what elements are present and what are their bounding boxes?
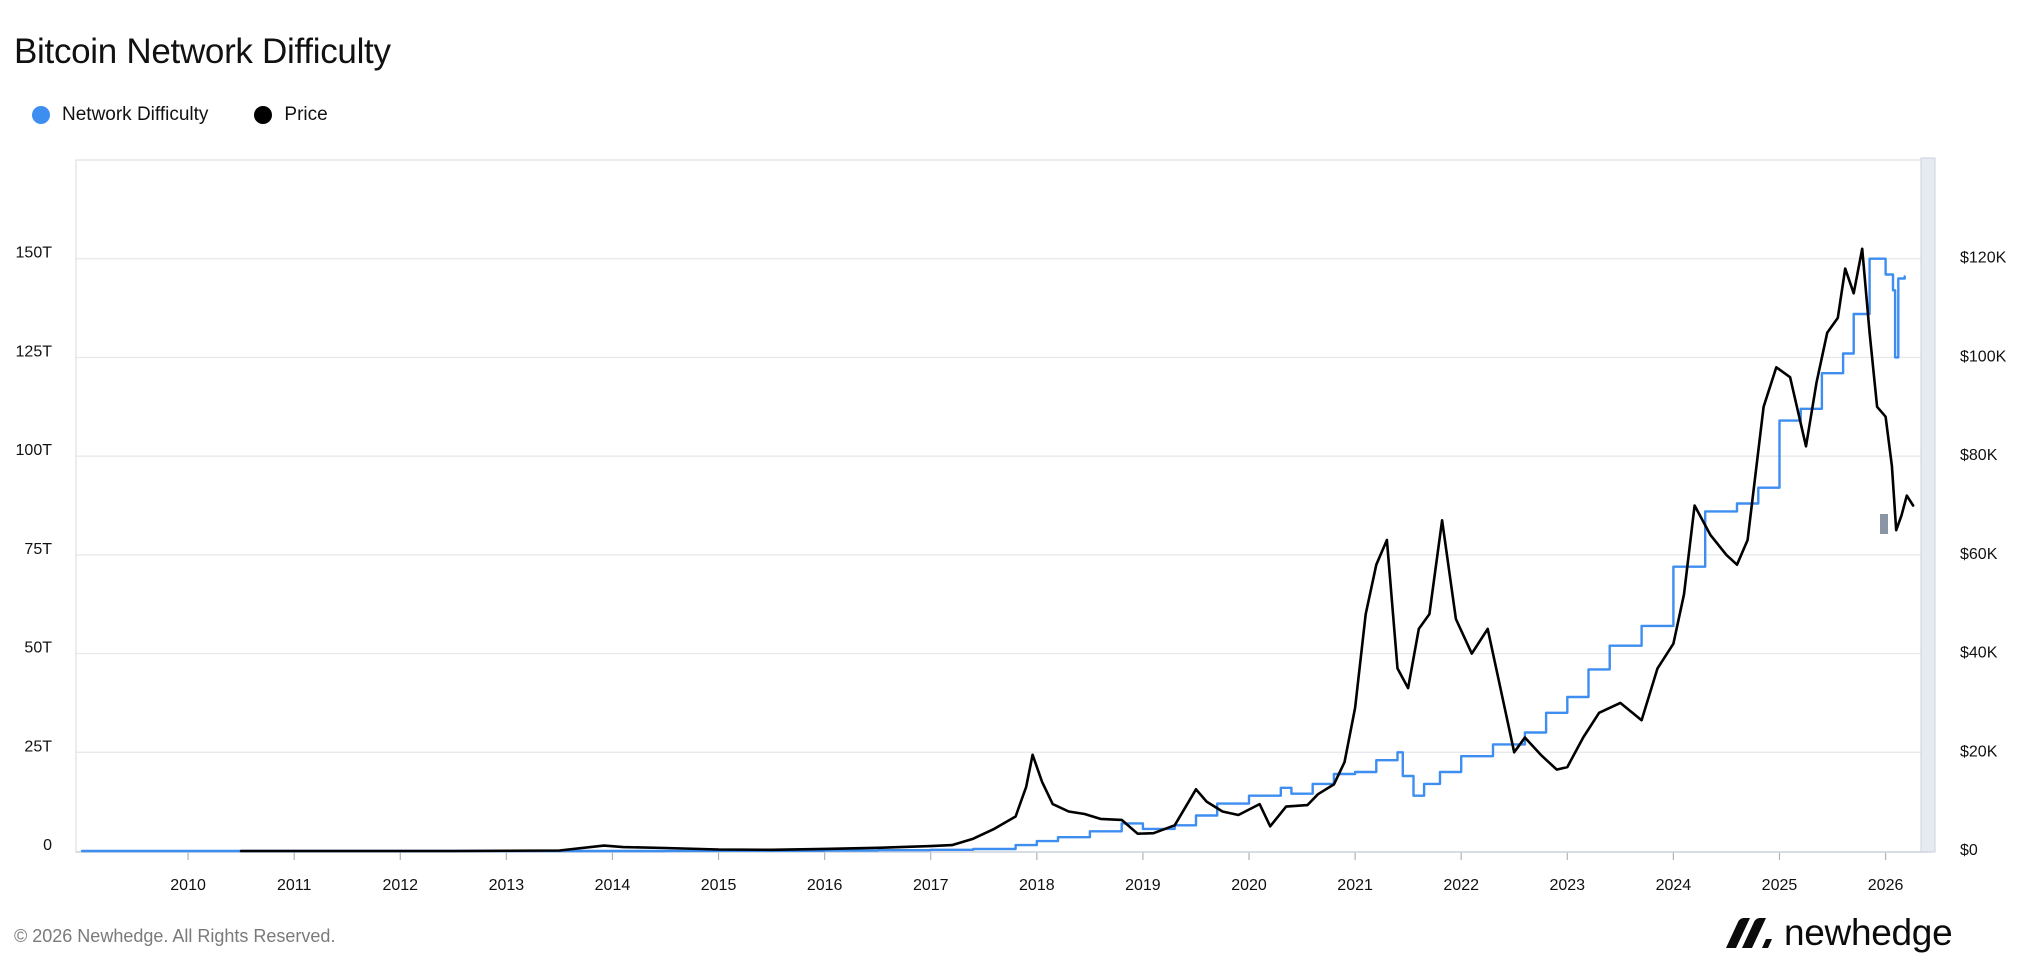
x-axis: 2010 2011 2012 2013 2014 2015 2016 2017 2018 2019…: [76, 851, 1928, 894]
y-tick-left: 125T: [16, 343, 53, 360]
legend-label-price: Price: [284, 104, 328, 125]
y-tick-right: $80K: [1960, 447, 1998, 464]
y-tick-left: 50T: [24, 640, 52, 657]
legend-item-price[interactable]: Price: [254, 104, 328, 126]
y-tick-left: 75T: [24, 541, 52, 558]
legend-dot-price: [254, 106, 273, 124]
y-tick-right: $60K: [1960, 546, 1998, 563]
x-tick-label: 2014: [595, 877, 631, 894]
series-layer: [80, 247, 1915, 853]
y-tick-right: $40K: [1960, 645, 1998, 662]
legend-label-difficulty: Network Difficulty: [62, 104, 209, 125]
brand-logo[interactable]: newhedge: [1726, 912, 1953, 954]
series-line-price: [239, 247, 1915, 853]
x-tick-label: 2025: [1762, 877, 1798, 894]
x-tick-label: 2016: [807, 877, 843, 894]
x-tick-label: 2026: [1868, 877, 1904, 894]
x-tick-label: 2024: [1656, 877, 1692, 894]
legend: Network Difficulty Price: [32, 104, 374, 126]
x-tick-label: 2011: [277, 877, 312, 894]
x-tick-label: 2017: [913, 877, 949, 894]
x-tick-label: 2023: [1549, 877, 1585, 894]
y-tick-left: 150T: [16, 245, 53, 262]
legend-dot-difficulty: [32, 106, 50, 124]
x-tick-label: 2018: [1019, 877, 1055, 894]
x-tick-label: 2022: [1443, 877, 1479, 894]
brand-name: newhedge: [1784, 912, 1953, 953]
legend-item-difficulty[interactable]: Network Difficulty: [32, 104, 208, 126]
x-tick-label: 2010: [170, 877, 206, 894]
y-tick-right: $0: [1960, 842, 1978, 859]
x-tick-label: 2012: [382, 877, 418, 894]
series-line-network-difficulty: [80, 257, 1906, 853]
y-tick-right: $20K: [1960, 743, 1998, 760]
navigator-handle[interactable]: [1920, 157, 1936, 853]
newhedge-logo-icon: [1726, 918, 1772, 948]
x-tick-label: 2013: [489, 877, 525, 894]
chart-title: Bitcoin Network Difficulty: [14, 32, 391, 71]
grid-lines: [76, 258, 1928, 753]
plot-frame: [75, 159, 1933, 853]
y-tick-left: 25T: [24, 738, 52, 755]
x-tick-label: 2020: [1231, 877, 1267, 894]
left-axis: 0 25T 50T 75T 100T 125T 150T: [16, 245, 53, 854]
y-tick-left: 0: [43, 837, 52, 854]
y-tick-right: $120K: [1960, 250, 2007, 267]
copyright-text: © 2026 Newhedge. All Rights Reserved.: [14, 926, 336, 946]
y-tick-left: 100T: [16, 442, 53, 459]
x-tick-label: 2015: [701, 877, 737, 894]
x-tick-label: 2019: [1125, 877, 1161, 894]
y-tick-right: $100K: [1960, 348, 2007, 365]
x-tick-label: 2021: [1337, 877, 1373, 894]
right-axis: $0 $20K $40K $60K $80K $100K $120K: [1960, 250, 2007, 859]
tooltip-marker: [1880, 514, 1888, 534]
